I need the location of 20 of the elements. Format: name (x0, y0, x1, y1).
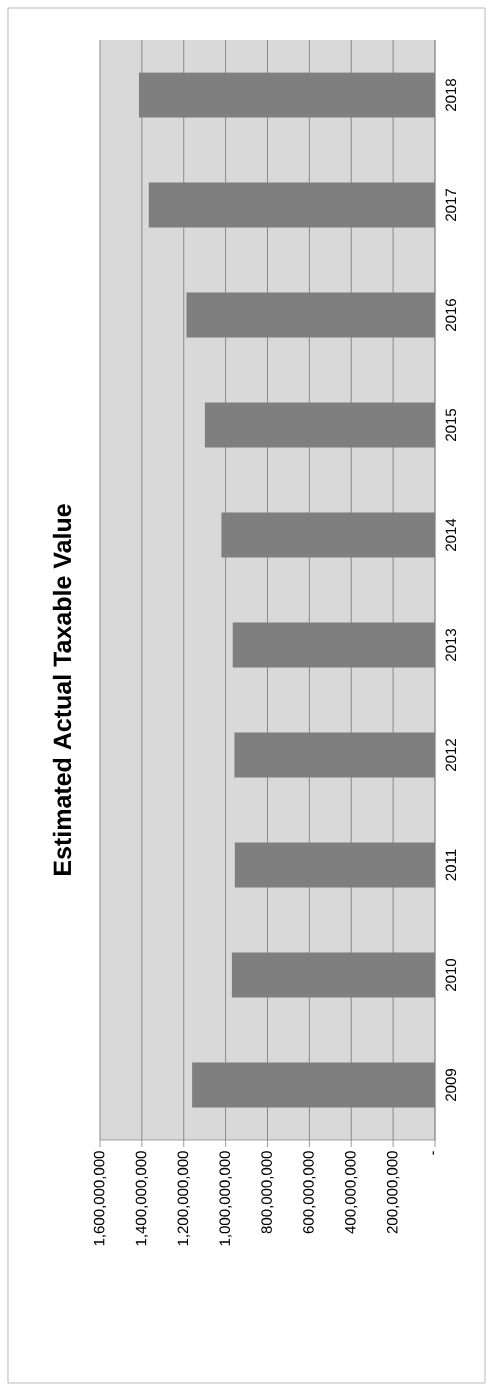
text: Estimated Actual Taxable Value (52, 504, 72, 875)
x-tick-label: 1,600,000,000 (93, 1151, 107, 1246)
x-tick-label: 400,000,000 (345, 1151, 358, 1234)
y-tick-label: 2009 (445, 1069, 457, 1101)
y-tick-label: 2011 (445, 849, 457, 881)
x-tick-label: 600,000,000 (303, 1151, 316, 1234)
y-tick-label: 2012 (445, 739, 457, 771)
y-tick-label: 2013 (445, 628, 457, 661)
x-tick-label: 800,000,000 (261, 1151, 274, 1234)
x-tick-label: 1,200,000,000 (177, 1151, 190, 1246)
y-tick-label: 2014 (445, 518, 457, 551)
y-tick-label: 2017 (445, 189, 457, 221)
x-tick-label: - (432, 1151, 434, 1155)
y-tick-label: 2018 (445, 78, 457, 111)
y-tick-label: 2010 (445, 958, 457, 991)
x-tick-label: 200,000,000 (386, 1151, 400, 1234)
x-tick-label: 1,000,000,000 (219, 1151, 232, 1246)
y-tick-label: 2015 (445, 408, 457, 441)
y-tick-label: 2016 (445, 298, 457, 331)
x-tick-label: 1,400,000,000 (135, 1151, 149, 1246)
